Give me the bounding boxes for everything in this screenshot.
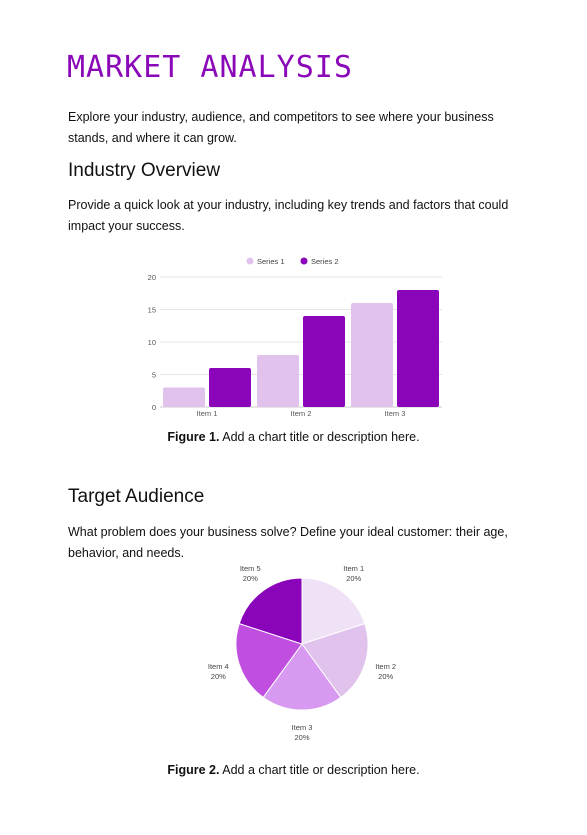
pie-slice-item-5 [238, 577, 303, 645]
pie-value-item-5: 20% [243, 574, 258, 583]
pie-value-item-3: 20% [294, 733, 309, 742]
figure-2-label: Figure 2. [167, 763, 220, 777]
pie-slice-item-1 [301, 577, 366, 645]
y-tick-label: 15 [148, 306, 156, 315]
bar-chart-y-ticks: 0 5 10 15 20 [148, 273, 156, 412]
legend-label-series-1: Series 1 [257, 257, 285, 266]
pie-label-item-5: Item 5 [240, 564, 261, 573]
bar-item-1-series-1 [163, 387, 205, 407]
pie-slice-item-2 [301, 622, 369, 699]
bar-chart-grid [160, 276, 442, 408]
bar-item-3-series-2 [397, 290, 439, 407]
bar-chart-legend: Series 1 Series 2 [246, 257, 339, 266]
bar-item-2-series-1 [257, 355, 299, 407]
legend-marker-series-2 [300, 257, 308, 265]
bar-item-3-series-1 [351, 303, 393, 407]
pie-label-item-2: Item 2 [375, 662, 396, 671]
industry-overview-paragraph: Provide a quick look at your industry, i… [68, 198, 509, 233]
figure-1-text: Add a chart title or description here. [219, 430, 420, 444]
bar-item-2-series-2 [303, 316, 345, 407]
figure-1-caption: Figure 1. Add a chart title or descripti… [0, 430, 587, 444]
x-tick-label: Item 1 [197, 409, 218, 418]
pie-value-item-4: 20% [211, 672, 226, 681]
pie-slice-item-4 [235, 622, 303, 699]
bar-chart-bars [163, 290, 439, 407]
target-audience-heading: Target Audience [68, 486, 205, 507]
legend-label-series-2: Series 2 [311, 257, 339, 266]
pie-label-item-3: Item 3 [292, 723, 313, 732]
pie-chart-slices [235, 577, 369, 711]
bar-item-1-series-2 [209, 368, 251, 407]
pie-label-item-4: Item 4 [208, 662, 229, 671]
intro-paragraph: Explore your industry, audience, and com… [68, 110, 494, 145]
pie-value-item-1: 20% [346, 574, 361, 583]
y-tick-label: 5 [152, 371, 156, 380]
pie-chart: Item 120%Item 220%Item 320%Item 420%Item… [208, 564, 396, 742]
pie-value-item-2: 20% [378, 672, 393, 681]
figure-1-label: Figure 1. [167, 430, 220, 444]
legend-marker-series-1 [246, 257, 254, 265]
target-audience-paragraph: What problem does your business solve? D… [68, 525, 508, 560]
y-tick-label: 0 [152, 403, 156, 412]
pie-label-item-1: Item 1 [343, 564, 364, 573]
pie-slice-item-3 [262, 643, 342, 711]
document-title: MARKET ANALYSIS [67, 50, 353, 85]
pie-chart-labels: Item 120%Item 220%Item 320%Item 420%Item… [208, 564, 396, 742]
x-tick-label: Item 3 [385, 409, 406, 418]
figure-2-caption: Figure 2. Add a chart title or descripti… [0, 763, 587, 777]
x-tick-label: Item 2 [291, 409, 312, 418]
bar-chart-x-ticks: Item 1 Item 2 Item 3 [197, 409, 406, 418]
figure-2-text: Add a chart title or description here. [219, 763, 420, 777]
y-tick-label: 20 [148, 273, 156, 282]
y-tick-label: 10 [148, 338, 156, 347]
industry-overview-heading: Industry Overview [68, 160, 221, 181]
